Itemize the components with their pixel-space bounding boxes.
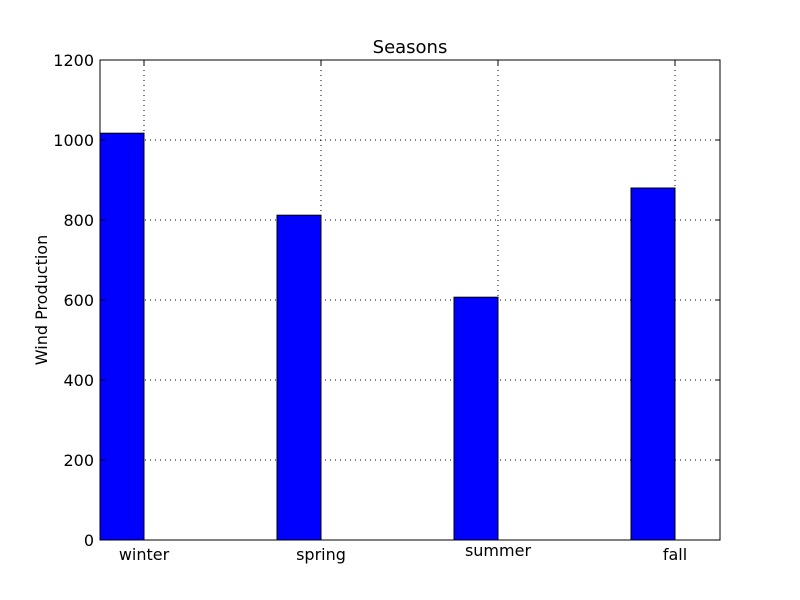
bar-spring: [276, 214, 322, 541]
x-category-label: spring: [296, 545, 346, 564]
gridlines: [100, 60, 720, 540]
x-axis-categories: winter spring summer fall: [119, 541, 687, 564]
bars: [99, 132, 676, 541]
y-tick-label: 0: [84, 531, 94, 550]
y-tick-label: 600: [63, 291, 94, 310]
bar-summer: [453, 296, 499, 541]
bar-winter: [99, 132, 145, 541]
plot-frame: [99, 59, 721, 541]
x-category-label: winter: [119, 545, 170, 564]
y-axis-label: Wind Production: [32, 235, 51, 365]
y-tick-label: 400: [63, 371, 94, 390]
y-axis-ticks: 0 200 400 600 800 1000 1200: [53, 51, 720, 550]
y-tick-label: 1000: [53, 131, 94, 150]
y-tick-label: 200: [63, 451, 94, 470]
y-tick-label: 800: [63, 211, 94, 230]
x-category-label: fall: [663, 545, 687, 564]
chart-title: Seasons: [373, 37, 448, 58]
bar-fall: [630, 187, 676, 541]
x-category-label: summer: [465, 541, 531, 560]
y-tick-label: 1200: [53, 51, 94, 70]
